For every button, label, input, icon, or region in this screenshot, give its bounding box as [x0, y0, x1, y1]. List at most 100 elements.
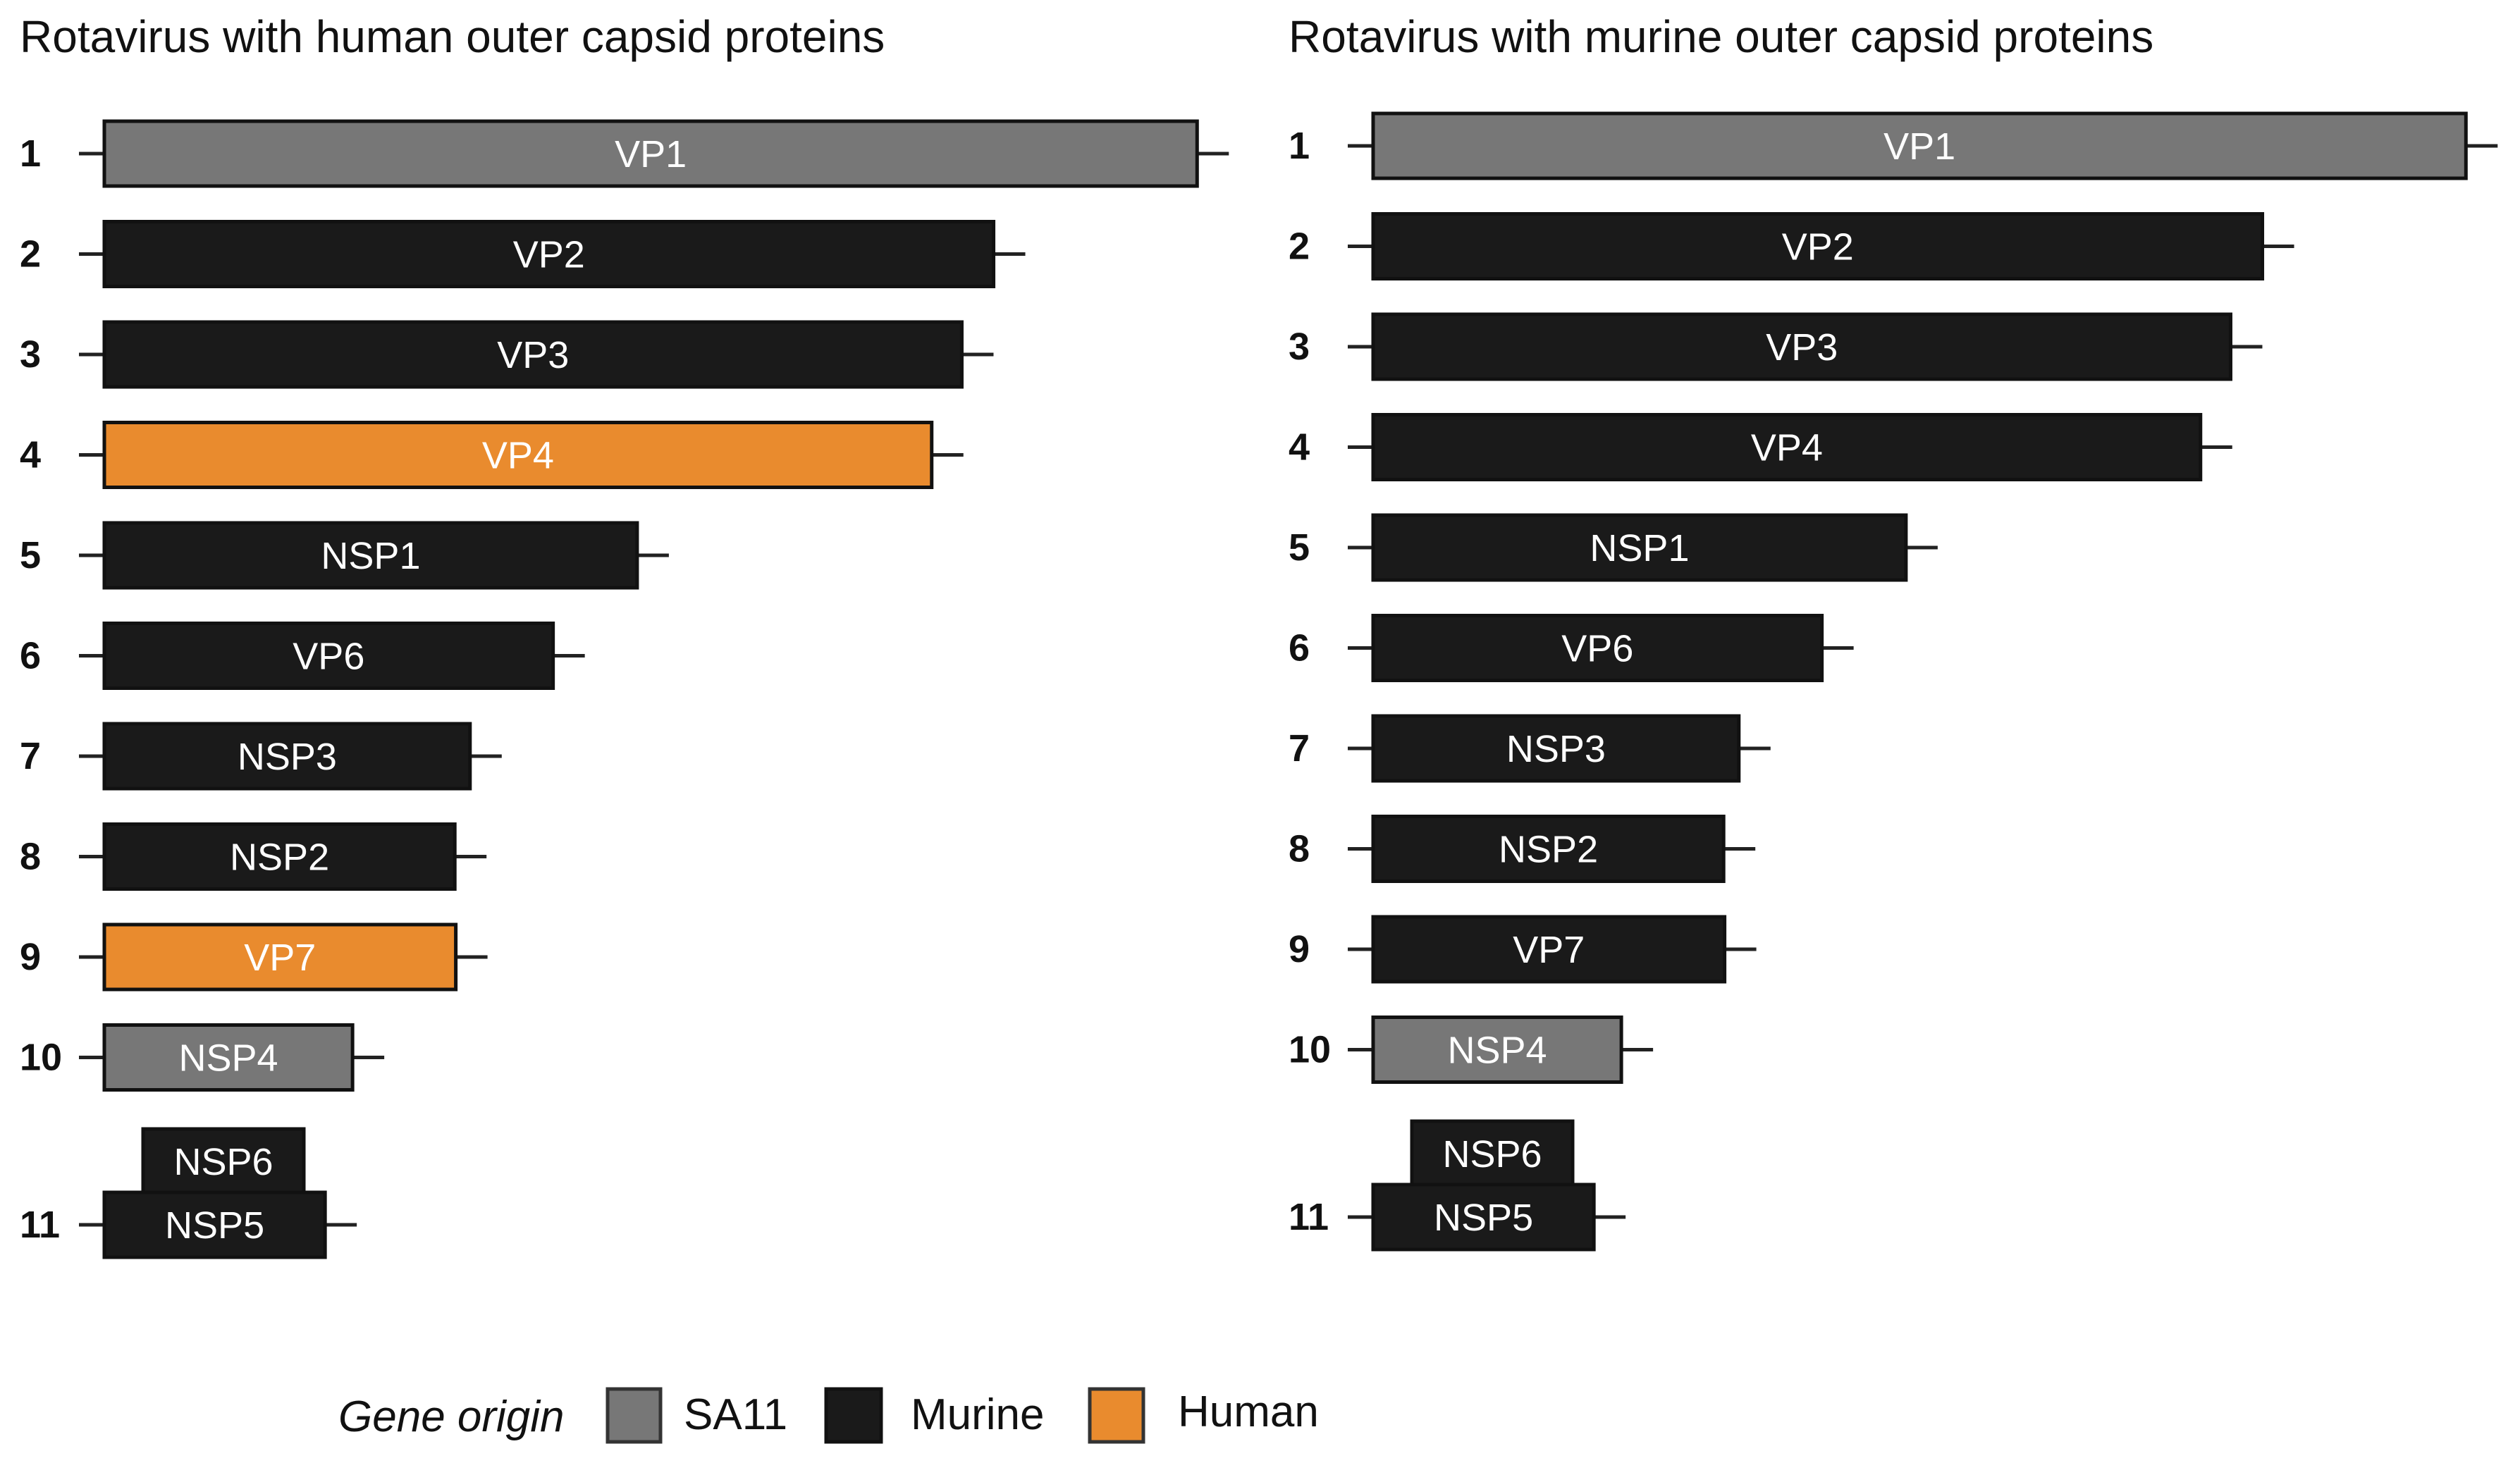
gene-bar-nsp4 [102, 1023, 355, 1092]
segment-number: 2 [1289, 226, 1310, 268]
segment-number: 11 [1289, 1196, 1329, 1238]
gene-bar-vp1 [1371, 111, 2468, 180]
gene-bar-nsp1 [102, 521, 639, 590]
segment-row-4: 4 VP4 [1289, 413, 2232, 481]
segment-number: 10 [1289, 1029, 1331, 1071]
segment-number: 9 [20, 936, 41, 978]
segment-row-3: 3 VP3 [1289, 312, 2263, 381]
segment-row-2: 2 VP2 [20, 220, 1026, 288]
gene-bar-nsp3 [1371, 714, 1741, 783]
segment-number: 2 [20, 233, 41, 276]
segment-row-2: 2 VP2 [1289, 212, 2294, 280]
gene-label: VP2 [513, 234, 585, 276]
gene-label: VP1 [615, 133, 687, 175]
segment-row-1: 1 VP1 [1289, 111, 2498, 180]
left-panel-segments: 1 VP1 2 VP2 3 VP3 4 VP4 5 NSP1 6 VP6 7 NSP3 8 NSP2 9 VP7 1… [20, 119, 1229, 1259]
gene-label: NSP2 [230, 837, 329, 879]
legend-label-sa11: SA11 [684, 1390, 787, 1439]
gene-bar-vp7 [102, 922, 458, 992]
segment-row-9: 9 VP7 [20, 922, 488, 992]
gene-bar-vp6 [1371, 614, 1824, 682]
segment-number: 10 [20, 1037, 62, 1079]
segment-number: 9 [1289, 928, 1310, 970]
segment-number: 3 [1289, 326, 1310, 368]
gene-label: NSP2 [1499, 829, 1598, 871]
gene-label: NSP4 [1448, 1030, 1547, 1072]
gene-bar-vp3 [102, 320, 964, 389]
legend-label-murine: Murine [911, 1390, 1045, 1439]
gene-label: NSP1 [321, 535, 420, 577]
legend-label-human: Human [1178, 1388, 1319, 1436]
legend-swatch-sa11 [606, 1387, 663, 1444]
gene-bar-vp4 [1371, 413, 2203, 481]
gene-label: VP2 [1782, 226, 1854, 268]
gene-label: VP1 [1883, 125, 1955, 168]
legend-swatch-human [1088, 1387, 1145, 1444]
gene-label: NSP5 [1434, 1197, 1533, 1239]
segment-row-8: 8 NSP2 [20, 822, 487, 891]
segment-number: 7 [20, 735, 41, 777]
gene-bar-vp1 [102, 119, 1199, 188]
gene-bar-vp3 [1371, 312, 2232, 381]
segment-number: 6 [1289, 627, 1310, 669]
segment-row-11: 11 NSP6 NSP5 [1289, 1119, 1626, 1252]
gene-label: NSP6 [1442, 1133, 1542, 1175]
gene-label: VP3 [1766, 326, 1838, 369]
gene-bar-vp7 [1371, 915, 1727, 984]
gene-bar-nsp4 [1371, 1016, 1623, 1084]
segment-number: 8 [20, 836, 41, 878]
legend-swatch-murine [824, 1387, 883, 1444]
gene-label: NSP6 [173, 1141, 273, 1183]
gene-bar-nsp6 [141, 1127, 306, 1196]
gene-bar-nsp2 [1371, 815, 1726, 883]
segment-row-11: 11 NSP6 NSP5 [20, 1127, 357, 1259]
segment-number: 5 [20, 534, 41, 576]
gene-label: NSP5 [165, 1204, 264, 1247]
segment-number: 6 [20, 635, 41, 677]
segment-row-5: 5 NSP1 [20, 521, 669, 590]
segment-number: 8 [1289, 828, 1310, 870]
segment-number: 4 [1289, 426, 1310, 469]
gene-label: NSP3 [238, 736, 337, 778]
segment-row-7: 7 NSP3 [20, 722, 502, 791]
gene-label: VP4 [482, 435, 554, 477]
gene-bar-nsp2 [102, 822, 457, 891]
gene-label: VP7 [244, 937, 316, 979]
gene-bar-nsp5 [1371, 1183, 1596, 1252]
segment-row-7: 7 NSP3 [1289, 714, 1771, 783]
segment-number: 7 [1289, 727, 1310, 770]
gene-bar-nsp3 [102, 722, 472, 791]
left-panel-title: Rotavirus with human outer capsid protei… [20, 11, 885, 62]
gene-label: VP6 [1561, 628, 1633, 670]
gene-label: VP7 [1513, 929, 1585, 971]
gene-bar-vp2 [1371, 212, 2265, 280]
segment-number: 11 [20, 1204, 60, 1246]
gene-label: VP3 [497, 334, 569, 376]
right-panel-title: Rotavirus with murine outer capsid prote… [1289, 11, 2153, 62]
segment-number: 4 [20, 434, 41, 476]
segment-number: 3 [20, 333, 41, 376]
segment-row-5: 5 NSP1 [1289, 513, 1938, 582]
right-panel-segments: 1 VP1 2 VP2 3 VP3 4 VP4 5 NSP1 6 VP6 7 NSP3 8 NSP2 9 VP7 1… [1289, 111, 2498, 1252]
segment-number: 5 [1289, 526, 1310, 569]
gene-label: VP4 [1751, 427, 1823, 469]
segment-number: 1 [20, 132, 41, 175]
gene-bar-vp2 [102, 220, 996, 288]
gene-bar-nsp5 [102, 1190, 327, 1259]
segment-number: 1 [1289, 125, 1310, 167]
gene-label: NSP4 [179, 1037, 278, 1080]
segment-row-6: 6 VP6 [20, 622, 585, 690]
gene-bar-nsp1 [1371, 513, 1908, 582]
gene-bar-vp6 [102, 622, 555, 690]
segment-row-6: 6 VP6 [1289, 614, 1854, 682]
segment-row-8: 8 NSP2 [1289, 815, 1756, 883]
segment-row-10: 10 NSP4 [20, 1023, 385, 1092]
gene-label: NSP1 [1590, 527, 1689, 569]
legend-title: Gene origin [338, 1393, 565, 1441]
gene-bar-vp4 [102, 421, 934, 489]
gene-label: NSP3 [1506, 728, 1606, 770]
segment-row-3: 3 VP3 [20, 320, 994, 389]
gene-label: VP6 [293, 636, 364, 678]
segment-row-9: 9 VP7 [1289, 915, 1757, 984]
gene-bar-nsp6 [1410, 1119, 1575, 1188]
